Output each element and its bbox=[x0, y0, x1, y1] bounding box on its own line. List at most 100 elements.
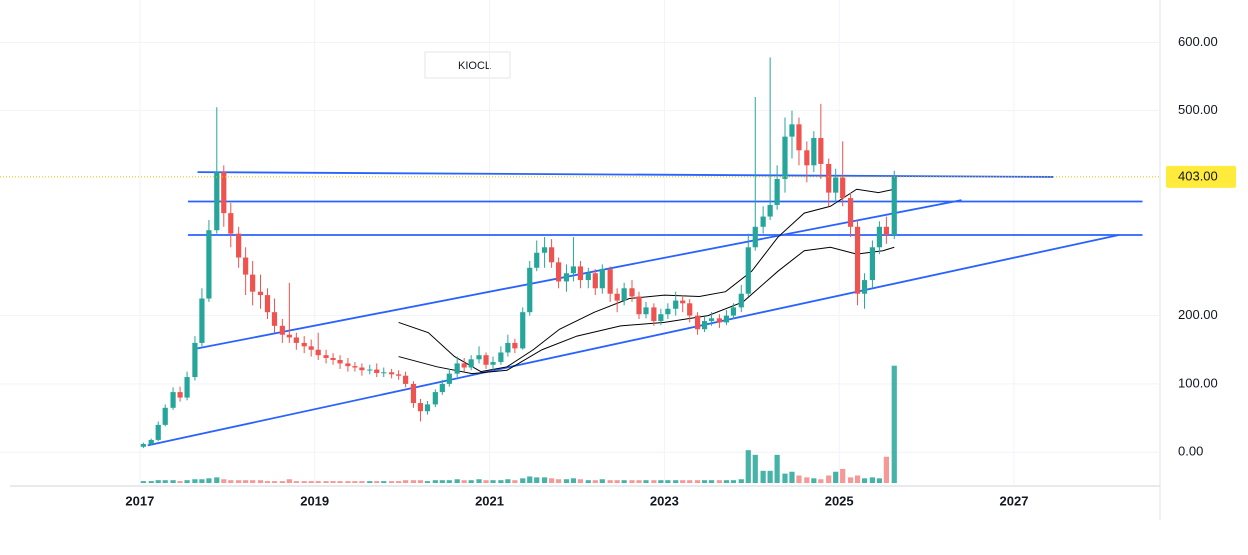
candle-body bbox=[673, 300, 679, 309]
candle-body bbox=[723, 315, 730, 323]
volume-bar bbox=[381, 481, 387, 483]
volume-bar bbox=[782, 473, 788, 483]
candle-body bbox=[548, 247, 555, 263]
candle-body bbox=[651, 307, 657, 322]
volume-bar bbox=[184, 480, 190, 483]
volume-bar bbox=[752, 454, 758, 483]
candle-body bbox=[308, 346, 314, 350]
candle-body bbox=[498, 352, 504, 363]
volume-bar bbox=[257, 480, 264, 483]
candle-body bbox=[206, 230, 212, 299]
volume-bar bbox=[687, 480, 693, 483]
volume-bar bbox=[468, 480, 474, 483]
volume-bar bbox=[723, 480, 730, 483]
candle-body bbox=[170, 392, 176, 408]
volume-bar bbox=[854, 475, 861, 483]
volume-bar bbox=[432, 480, 438, 483]
candle-body bbox=[833, 177, 839, 193]
volume-bar bbox=[876, 478, 882, 483]
candle-body bbox=[694, 315, 701, 330]
volume-bar bbox=[214, 477, 220, 483]
volume-bar bbox=[271, 481, 278, 483]
candle-body bbox=[592, 273, 598, 289]
volume-bar bbox=[869, 477, 876, 483]
volume-bar bbox=[658, 480, 664, 483]
candle-body bbox=[811, 137, 817, 166]
volume-bar bbox=[389, 481, 395, 483]
candle-body bbox=[520, 312, 526, 349]
volume-bar bbox=[345, 481, 351, 483]
candle-body bbox=[396, 374, 402, 376]
volume-bar bbox=[308, 481, 314, 483]
last-price-label: 403.00 bbox=[1178, 168, 1218, 183]
volume-bar bbox=[264, 481, 271, 483]
volume-bar bbox=[293, 481, 299, 483]
volume-bar bbox=[840, 468, 846, 483]
volume-bar bbox=[483, 480, 489, 483]
candle-body bbox=[687, 303, 693, 316]
candle-body bbox=[374, 369, 380, 373]
volume-bar bbox=[315, 481, 321, 483]
volume-bar bbox=[148, 481, 154, 483]
symbol-box bbox=[424, 51, 511, 79]
candle-body bbox=[301, 342, 307, 347]
candle-body bbox=[796, 124, 802, 151]
volume-bar bbox=[155, 480, 161, 483]
candle-body bbox=[599, 269, 605, 289]
volume-bar bbox=[236, 480, 242, 483]
x-tick-label: 2019 bbox=[300, 493, 329, 508]
candle-body bbox=[410, 383, 417, 404]
volume-bar bbox=[599, 479, 605, 483]
candle-body bbox=[883, 226, 889, 235]
volume-bar bbox=[243, 480, 249, 483]
candle-body bbox=[243, 257, 249, 275]
volume-bar bbox=[883, 456, 889, 483]
volume-bar bbox=[570, 478, 577, 483]
candle-body bbox=[541, 247, 548, 253]
x-tick-label: 2017 bbox=[125, 493, 154, 508]
volume-bar bbox=[461, 480, 467, 483]
volume-bar bbox=[592, 480, 598, 483]
volume-bar bbox=[520, 478, 526, 483]
candle-body bbox=[527, 267, 533, 313]
volume-bar bbox=[410, 480, 417, 483]
volume-bar bbox=[804, 477, 810, 483]
volume-bar bbox=[424, 481, 431, 483]
volume-bar bbox=[833, 471, 839, 483]
candle-body bbox=[760, 216, 766, 227]
x-tick-label: 2021 bbox=[475, 493, 504, 508]
volume-bar bbox=[476, 479, 482, 483]
volume-bar bbox=[396, 481, 402, 483]
candle-body bbox=[826, 163, 832, 193]
volume-bar bbox=[811, 478, 817, 483]
candle-body bbox=[869, 247, 876, 281]
moving-average bbox=[398, 188, 895, 373]
volume-bar bbox=[206, 478, 212, 483]
candle-body bbox=[162, 407, 168, 425]
volume-bar bbox=[498, 480, 504, 483]
volume-bar bbox=[585, 480, 591, 483]
volume-bar bbox=[534, 477, 540, 483]
candle-body bbox=[636, 296, 642, 315]
volume-bar bbox=[818, 479, 824, 483]
volume-bar bbox=[891, 365, 897, 483]
volume-bar bbox=[621, 480, 627, 483]
candle-body bbox=[774, 178, 780, 205]
candle-body bbox=[738, 293, 744, 308]
candle-body bbox=[490, 362, 496, 365]
candle-body bbox=[555, 262, 562, 282]
volume-bar bbox=[439, 480, 445, 483]
y-tick-label: 200.00 bbox=[1178, 307, 1218, 322]
candle-body bbox=[345, 363, 351, 367]
volume-bar bbox=[403, 480, 409, 483]
candle-body bbox=[468, 359, 474, 368]
candle-body bbox=[293, 337, 299, 343]
candle-body bbox=[716, 318, 723, 323]
candle-body bbox=[446, 373, 452, 384]
candle-body bbox=[221, 172, 227, 214]
trendline bbox=[197, 171, 1054, 178]
candle-body bbox=[214, 172, 220, 231]
volume-bar bbox=[651, 480, 657, 483]
candle-body bbox=[432, 392, 438, 405]
x-tick-label: 2027 bbox=[1000, 493, 1029, 508]
